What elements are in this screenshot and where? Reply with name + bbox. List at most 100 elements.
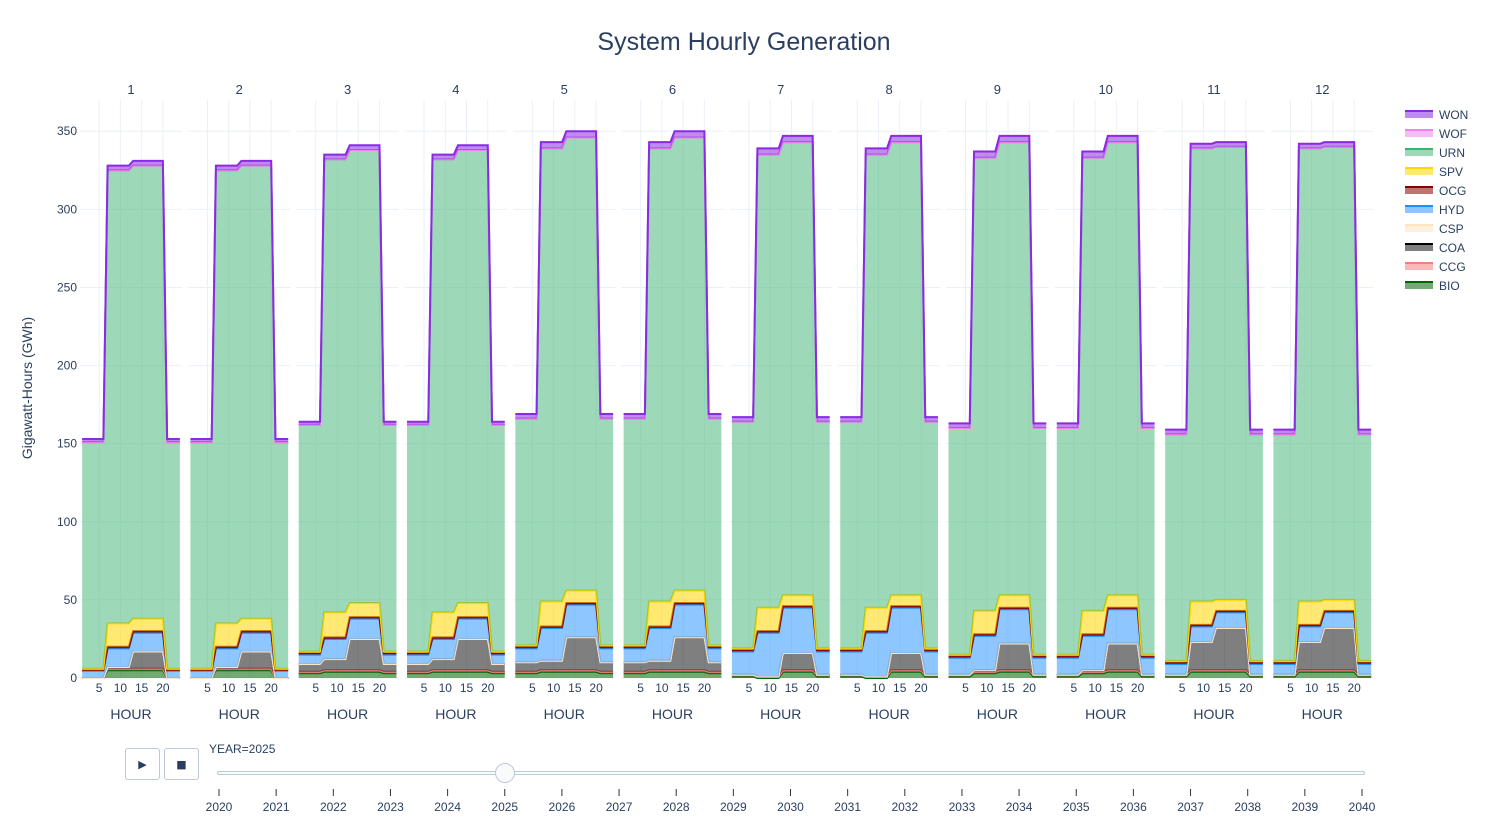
x-tick-label: 20 (1239, 681, 1253, 695)
legend-item-bio[interactable]: BIO (1405, 279, 1460, 293)
x-axis-label: HOUR (977, 706, 1018, 722)
slider-step-label[interactable]: 2024 (434, 800, 461, 814)
legend-item-ocg[interactable]: OCG (1405, 184, 1466, 198)
area-coa (731, 653, 830, 677)
x-tick-label: 5 (637, 681, 644, 695)
legend-label: BIO (1439, 279, 1460, 293)
x-axis-label: HOUR (110, 706, 151, 722)
slider-step-label[interactable]: 2027 (606, 800, 633, 814)
x-axis-label: HOUR (544, 706, 585, 722)
x-axis-label: HOUR (219, 706, 260, 722)
legend-item-spv[interactable]: SPV (1405, 165, 1463, 179)
x-tick-label: 10 (980, 681, 994, 695)
x-tick-label: 20 (373, 681, 387, 695)
area-hyd (298, 618, 397, 664)
legend-item-hyd[interactable]: HYD (1405, 203, 1465, 217)
slider-step-label[interactable]: 2034 (1006, 800, 1033, 814)
slider-step-label[interactable]: 2026 (549, 800, 576, 814)
facet-panel: 11 5 10 15 20 HOUR (1165, 82, 1263, 722)
y-axis-label: Gigawatt-Hours (GWh) (19, 317, 35, 459)
legend-item-urn[interactable]: URN (1405, 146, 1465, 160)
legend-item-wof[interactable]: WOF (1405, 127, 1467, 141)
facet-title: 11 (1207, 82, 1221, 97)
slider-step-label[interactable]: 2032 (891, 800, 918, 814)
legend-item-csp[interactable]: CSP (1405, 222, 1464, 236)
slider-step-label[interactable]: 2023 (377, 800, 404, 814)
area-spv (731, 595, 830, 650)
y-tick-label: 100 (57, 515, 77, 529)
area-urn (623, 137, 722, 646)
x-tick-label: 20 (156, 681, 170, 695)
x-tick-label: 20 (806, 681, 820, 695)
line-won (1273, 141, 1372, 431)
area-coa (190, 651, 289, 678)
slider-step-label[interactable]: 2028 (663, 800, 690, 814)
legend-swatch (1405, 187, 1433, 194)
year-slider-handle[interactable] (494, 763, 515, 783)
line-won (515, 130, 614, 415)
slider-step-label[interactable]: 2035 (1063, 800, 1090, 814)
year-slider-track[interactable] (217, 771, 1365, 775)
slider-step-label[interactable]: 2025 (491, 800, 518, 814)
y-tick-label: 50 (64, 593, 78, 607)
slider-step-label[interactable]: 2036 (1120, 800, 1147, 814)
x-tick-label: 5 (1287, 681, 1294, 695)
area-urn (515, 137, 614, 646)
y-tick-label: 200 (57, 359, 77, 373)
facet-title: 1 (127, 82, 134, 97)
slider-step-label[interactable]: 2029 (720, 800, 747, 814)
area-hyd (515, 604, 614, 663)
legend-label: WOF (1439, 127, 1467, 141)
slider-step-label[interactable]: 2033 (949, 800, 976, 814)
legend-swatch (1405, 206, 1433, 213)
line-won (190, 159, 289, 440)
area-hyd (1273, 612, 1372, 675)
facet-panel: 5 5 10 15 20 HOUR (515, 82, 614, 722)
play-button[interactable]: ▶ (125, 748, 160, 780)
slider-step-label[interactable]: 2040 (1349, 800, 1376, 814)
line-won (407, 144, 505, 423)
x-tick-label: 10 (330, 681, 344, 695)
legend-swatch (1405, 263, 1433, 270)
area-coa (1165, 628, 1263, 675)
area-bio (298, 671, 397, 678)
area-bio (515, 671, 614, 678)
legend[interactable]: WON WOF URN SPV OCG HYD CSP COA CCG BIO (1405, 108, 1468, 293)
x-tick-label: 15 (243, 681, 257, 695)
x-tick-label: 5 (746, 681, 753, 695)
area-urn (1273, 146, 1372, 661)
slider-step-label[interactable]: 2037 (1177, 800, 1204, 814)
area-spv (515, 590, 614, 647)
legend-label: WON (1439, 108, 1468, 122)
legend-swatch (1405, 111, 1433, 118)
legend-item-ccg[interactable]: CCG (1405, 260, 1466, 274)
slider-step-label[interactable]: 2039 (1291, 800, 1318, 814)
x-tick-label: 10 (547, 681, 561, 695)
slider-step-label[interactable]: 2038 (1234, 800, 1261, 814)
facet-title: 10 (1098, 82, 1112, 97)
area-hyd (190, 632, 289, 678)
legend-label: OCG (1439, 184, 1466, 198)
y-tick-label: 150 (57, 437, 77, 451)
area-hyd (407, 618, 505, 664)
stop-button[interactable]: ■ (164, 748, 199, 780)
legend-swatch (1405, 244, 1433, 251)
x-axis-label: HOUR (1193, 706, 1234, 722)
x-tick-label: 20 (914, 681, 928, 695)
area-urn (840, 142, 938, 649)
legend-item-coa[interactable]: COA (1405, 241, 1465, 255)
legend-label: CCG (1439, 260, 1466, 274)
slider-step-label[interactable]: 2020 (206, 800, 233, 814)
slider-step-label[interactable]: 2021 (263, 800, 290, 814)
slider-step-label[interactable]: 2022 (320, 800, 347, 814)
slider-step-label[interactable]: 2030 (777, 800, 804, 814)
x-tick-label: 10 (439, 681, 453, 695)
x-tick-label: 10 (655, 681, 669, 695)
stop-icon: ■ (176, 757, 187, 771)
y-tick-label: 250 (57, 280, 77, 294)
area-spv (407, 603, 505, 654)
slider-step-label[interactable]: 2031 (834, 800, 861, 814)
facet-panel: 8 5 10 15 20 HOUR (840, 82, 938, 722)
legend-item-won[interactable]: WON (1405, 108, 1468, 122)
